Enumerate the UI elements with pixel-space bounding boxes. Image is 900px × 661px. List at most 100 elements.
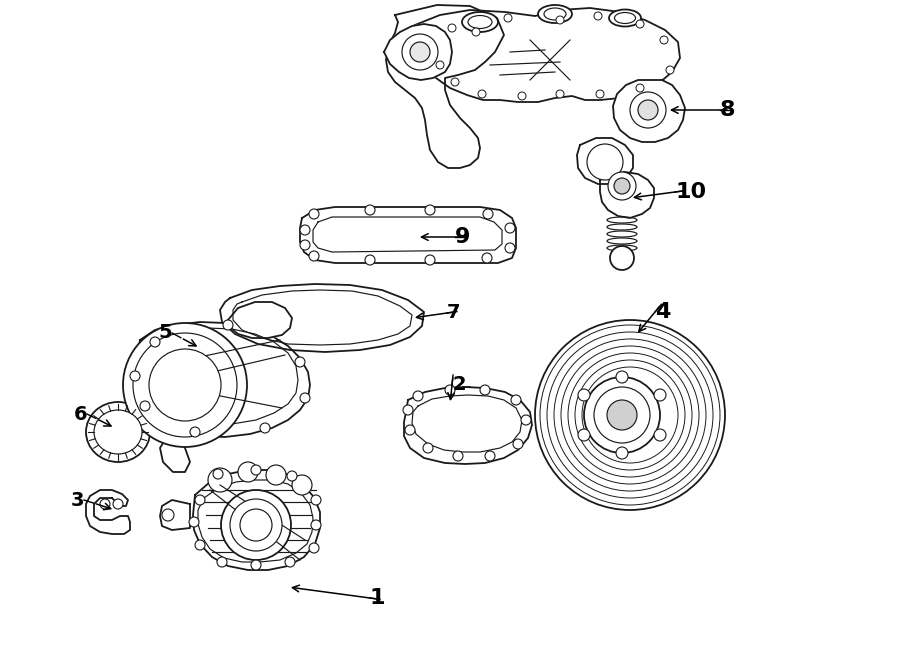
Circle shape <box>221 490 291 560</box>
Circle shape <box>300 393 310 403</box>
Circle shape <box>130 371 140 381</box>
Polygon shape <box>160 435 190 472</box>
Circle shape <box>309 543 319 553</box>
Circle shape <box>472 28 480 36</box>
Circle shape <box>251 560 261 570</box>
Circle shape <box>453 451 463 461</box>
Polygon shape <box>386 5 504 168</box>
Circle shape <box>223 320 233 330</box>
Circle shape <box>309 251 319 261</box>
Ellipse shape <box>609 9 641 26</box>
Polygon shape <box>384 24 452 80</box>
Circle shape <box>133 333 237 437</box>
Circle shape <box>596 90 604 98</box>
Circle shape <box>266 465 286 485</box>
Polygon shape <box>577 138 633 184</box>
Text: 9: 9 <box>455 227 471 247</box>
Circle shape <box>195 540 205 550</box>
Circle shape <box>518 92 526 100</box>
Circle shape <box>425 205 435 215</box>
Circle shape <box>295 357 305 367</box>
Circle shape <box>292 475 312 495</box>
Circle shape <box>402 34 438 70</box>
Text: 5: 5 <box>158 323 172 342</box>
Polygon shape <box>193 470 320 570</box>
Circle shape <box>636 20 644 28</box>
Circle shape <box>100 499 110 509</box>
Circle shape <box>425 255 435 265</box>
Circle shape <box>162 509 174 521</box>
Circle shape <box>365 255 375 265</box>
Circle shape <box>405 425 415 435</box>
Circle shape <box>608 172 636 200</box>
Polygon shape <box>600 172 654 218</box>
Polygon shape <box>300 207 516 263</box>
Circle shape <box>614 178 630 194</box>
Circle shape <box>287 471 297 481</box>
Circle shape <box>150 337 160 347</box>
Circle shape <box>556 16 564 24</box>
Ellipse shape <box>462 12 498 32</box>
Circle shape <box>149 349 221 421</box>
Circle shape <box>403 405 413 415</box>
Text: 8: 8 <box>720 100 735 120</box>
Circle shape <box>445 385 455 395</box>
Circle shape <box>610 246 634 270</box>
Circle shape <box>616 371 628 383</box>
Ellipse shape <box>468 15 492 28</box>
Circle shape <box>480 385 490 395</box>
Circle shape <box>423 443 433 453</box>
Polygon shape <box>160 500 190 530</box>
Circle shape <box>584 377 660 453</box>
Circle shape <box>578 429 590 441</box>
Circle shape <box>311 495 321 505</box>
Circle shape <box>478 90 486 98</box>
Circle shape <box>251 465 261 475</box>
Text: 3: 3 <box>70 490 84 510</box>
Circle shape <box>594 12 602 20</box>
Circle shape <box>654 389 666 401</box>
Text: 7: 7 <box>447 303 461 323</box>
Circle shape <box>436 61 444 69</box>
Ellipse shape <box>615 13 635 24</box>
Circle shape <box>311 520 321 530</box>
Circle shape <box>260 423 270 433</box>
Circle shape <box>556 90 564 98</box>
Polygon shape <box>130 322 310 437</box>
Circle shape <box>208 468 232 492</box>
Circle shape <box>309 209 319 219</box>
Circle shape <box>535 320 725 510</box>
Polygon shape <box>220 284 424 352</box>
Circle shape <box>505 223 515 233</box>
Circle shape <box>230 499 282 551</box>
Text: 10: 10 <box>675 182 706 202</box>
Circle shape <box>217 557 227 567</box>
Circle shape <box>113 499 123 509</box>
Polygon shape <box>413 8 680 102</box>
Circle shape <box>413 391 423 401</box>
Circle shape <box>365 205 375 215</box>
Polygon shape <box>404 387 532 464</box>
Polygon shape <box>86 490 130 534</box>
Circle shape <box>213 469 223 479</box>
Circle shape <box>511 395 521 405</box>
Text: 4: 4 <box>655 302 670 322</box>
Circle shape <box>666 66 674 74</box>
Circle shape <box>521 415 531 425</box>
Circle shape <box>123 323 247 447</box>
Circle shape <box>448 24 456 32</box>
Circle shape <box>483 209 493 219</box>
Circle shape <box>482 253 492 263</box>
Circle shape <box>638 100 658 120</box>
Circle shape <box>513 439 523 449</box>
Circle shape <box>630 92 666 128</box>
Circle shape <box>238 462 258 482</box>
Circle shape <box>587 144 623 180</box>
Circle shape <box>505 243 515 253</box>
Circle shape <box>485 451 495 461</box>
Circle shape <box>654 429 666 441</box>
Circle shape <box>451 78 459 86</box>
Text: 2: 2 <box>452 375 465 395</box>
Circle shape <box>300 240 310 250</box>
Ellipse shape <box>538 5 572 23</box>
